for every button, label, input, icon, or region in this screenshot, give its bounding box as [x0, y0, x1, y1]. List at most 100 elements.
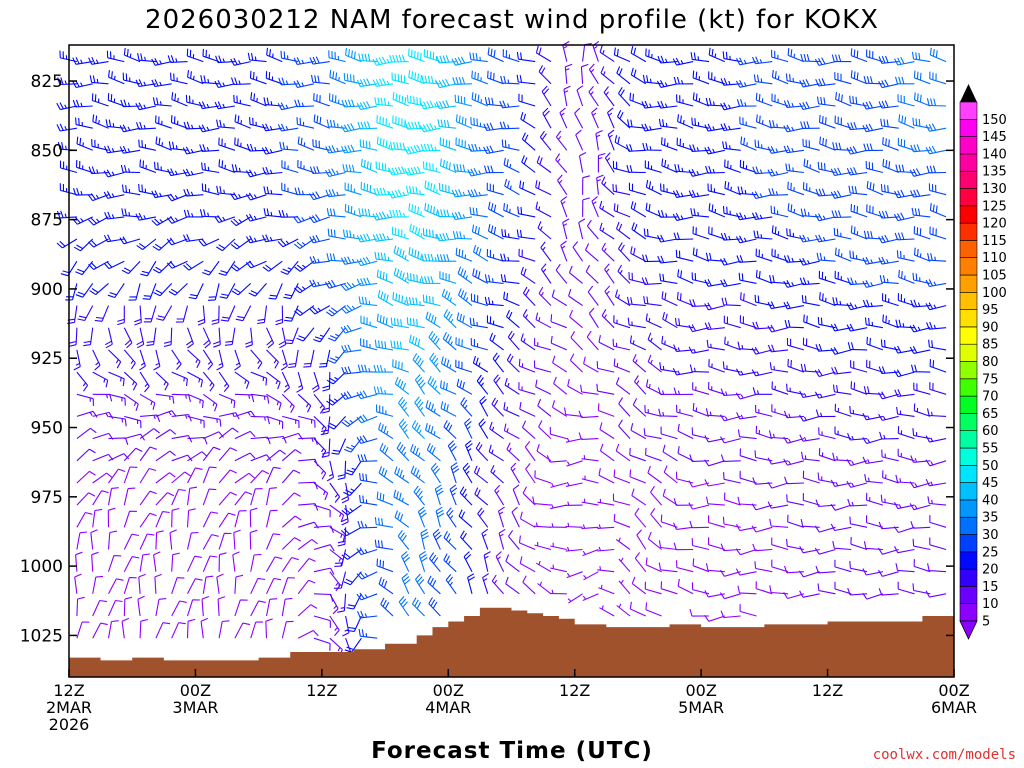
wind-barb	[850, 225, 868, 240]
wind-barb	[705, 165, 725, 174]
wind-barb	[708, 203, 726, 218]
wind-barb	[344, 637, 362, 653]
wind-barb	[278, 77, 299, 86]
wind-barb	[152, 260, 173, 274]
wind-barb	[518, 93, 536, 107]
wind-barb	[266, 577, 282, 595]
wind-barb	[534, 542, 552, 551]
wind-barb	[525, 463, 536, 484]
wind-barb	[297, 579, 316, 595]
wind-barb	[342, 164, 362, 174]
wind-barb	[476, 374, 489, 395]
wind-barb	[910, 364, 931, 373]
wind-barb	[647, 465, 662, 484]
wind-barb	[376, 558, 394, 573]
wind-barb	[708, 359, 725, 373]
wind-barb	[631, 576, 647, 595]
wind-barb	[677, 114, 694, 129]
wind-barb	[155, 472, 176, 484]
wind-barb	[862, 437, 884, 445]
wind-barb	[358, 296, 378, 307]
wind-barb	[537, 398, 552, 417]
wind-barb	[108, 453, 130, 462]
wind-barb	[427, 375, 441, 395]
wind-barb	[650, 507, 663, 528]
wind-barb	[618, 579, 631, 595]
wind-barb	[585, 264, 599, 284]
wind-barb	[408, 70, 425, 85]
wind-barb	[388, 189, 409, 199]
wind-barb	[706, 339, 725, 351]
wind-barb	[785, 163, 804, 174]
wind-barb	[582, 593, 599, 602]
wind-barb	[629, 469, 647, 484]
wind-barb	[139, 393, 156, 410]
wind-barb	[815, 565, 836, 574]
wind-barb	[616, 603, 631, 617]
wind-barb	[83, 327, 94, 347]
wind-barb	[618, 242, 631, 262]
wind-barb	[847, 122, 868, 131]
wind-barb	[880, 118, 899, 129]
wind-barb	[542, 107, 552, 129]
wind-barb	[819, 136, 836, 151]
colorbar-tick-label: 60	[982, 424, 999, 439]
wind-barb	[234, 491, 253, 506]
wind-barb	[88, 238, 109, 248]
wind-barb	[848, 185, 868, 196]
wind-barb	[722, 205, 741, 218]
wind-barb	[835, 92, 852, 107]
wind-barb	[535, 379, 552, 395]
wind-barb	[428, 330, 441, 351]
wind-barb	[356, 390, 378, 400]
wind-barb	[449, 484, 458, 506]
wind-barb	[187, 371, 204, 388]
wind-barb	[142, 283, 157, 300]
wind-barb	[928, 183, 947, 196]
wind-barb	[429, 552, 441, 573]
wind-barb	[211, 305, 220, 325]
colorbar-tick-label: 115	[982, 234, 1007, 249]
wind-barb	[88, 216, 109, 226]
wind-barb	[704, 123, 725, 132]
wind-barb	[720, 232, 741, 241]
wind-barb	[898, 114, 915, 129]
wind-barb	[439, 137, 457, 151]
wind-barb	[76, 621, 90, 639]
wind-barb	[879, 431, 899, 440]
wind-barb	[570, 331, 583, 351]
wind-barb	[454, 94, 473, 107]
wind-barb	[755, 269, 773, 284]
wind-barb	[692, 402, 710, 417]
wind-barb	[413, 485, 426, 506]
colorbar-swatch	[959, 551, 978, 570]
wind-barb	[406, 95, 425, 107]
wind-barb	[882, 137, 899, 151]
wind-barb	[754, 404, 773, 417]
wind-barb	[769, 362, 789, 373]
wind-barb	[719, 592, 741, 600]
wind-barb	[674, 163, 694, 174]
wind-barb	[799, 434, 820, 442]
wind-barb	[134, 305, 142, 326]
wind-barb	[735, 548, 757, 556]
wind-barb	[783, 280, 805, 288]
wind-barb	[155, 371, 169, 391]
wind-barb	[704, 479, 725, 487]
wind-barb	[817, 583, 836, 595]
wind-barb	[834, 426, 852, 440]
wind-barb	[802, 182, 820, 196]
wind-barb	[75, 117, 93, 129]
wind-barb	[879, 274, 899, 284]
wind-barb	[265, 509, 278, 528]
wind-barb	[660, 581, 678, 595]
wind-barb	[329, 504, 345, 523]
wind-barb	[457, 266, 473, 284]
wind-barb	[663, 465, 678, 484]
wind-barb	[862, 299, 883, 308]
wind-barb	[767, 344, 789, 353]
y-tick-label: 925	[31, 349, 63, 369]
wind-barb	[641, 254, 662, 263]
wind-barb	[560, 240, 568, 262]
